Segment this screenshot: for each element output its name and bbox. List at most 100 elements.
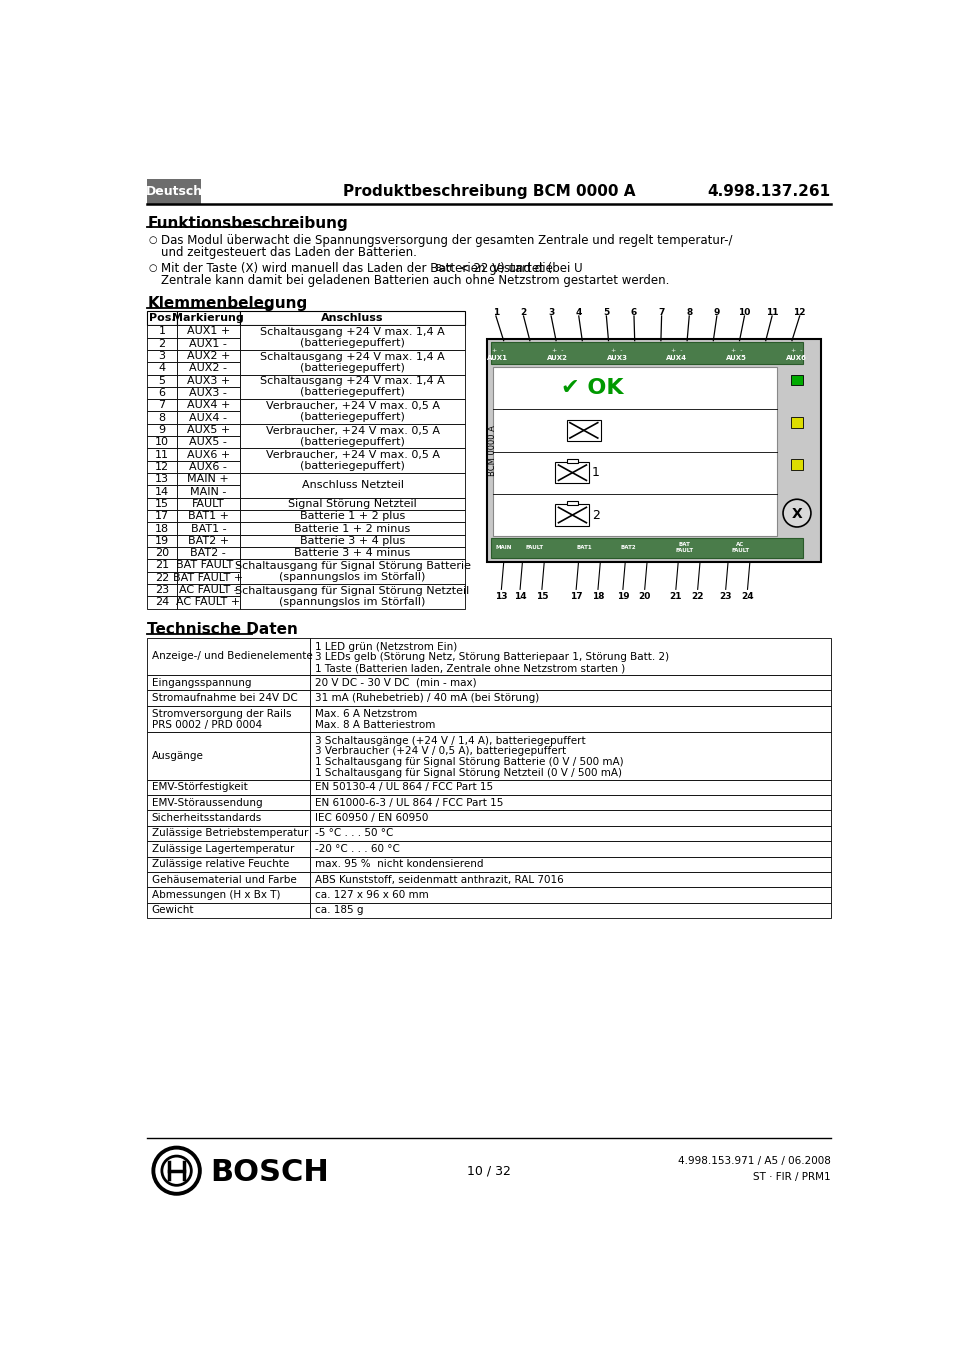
Bar <box>176 571 240 585</box>
Text: Batt: Batt <box>435 265 453 274</box>
Text: 23: 23 <box>719 591 731 601</box>
Text: Deutsch: Deutsch <box>146 185 203 197</box>
Text: Batterie 3 + 4 plus: Batterie 3 + 4 plus <box>299 536 405 545</box>
Text: AC FAULT -: AC FAULT - <box>179 585 237 595</box>
Bar <box>147 856 310 872</box>
Text: 1 Schaltausgang für Signal Störung Batterie (0 V / 500 mA): 1 Schaltausgang für Signal Störung Batte… <box>314 757 622 767</box>
Text: (batteriegepuffert): (batteriegepuffert) <box>300 462 404 471</box>
Text: 18: 18 <box>591 591 603 601</box>
Text: AUX4: AUX4 <box>666 355 687 360</box>
Bar <box>176 448 240 460</box>
Bar <box>555 462 589 483</box>
Text: ca. 127 x 96 x 60 mm: ca. 127 x 96 x 60 mm <box>314 890 428 900</box>
Bar <box>310 810 830 826</box>
Bar <box>240 510 464 522</box>
Text: 10: 10 <box>154 437 169 447</box>
Text: 2: 2 <box>158 339 165 348</box>
Text: MAIN: MAIN <box>495 545 512 551</box>
Text: Sicherheitsstandards: Sicherheitsstandards <box>152 813 262 823</box>
Bar <box>240 498 464 510</box>
Bar <box>147 498 176 510</box>
Text: 9: 9 <box>158 425 165 435</box>
Text: BCM 0000 A: BCM 0000 A <box>488 425 497 477</box>
Bar <box>176 486 240 498</box>
Text: 1: 1 <box>493 308 498 317</box>
Text: AUX1: AUX1 <box>486 355 507 360</box>
Bar <box>240 312 464 325</box>
Bar <box>176 547 240 559</box>
Bar <box>176 436 240 448</box>
Bar <box>790 417 802 428</box>
Text: 1 Schaltausgang für Signal Störung Netzteil (0 V / 500 mA): 1 Schaltausgang für Signal Störung Netzt… <box>314 768 621 778</box>
Text: Verbraucher, +24 V max. 0,5 A: Verbraucher, +24 V max. 0,5 A <box>265 451 439 460</box>
Text: EN 50130-4 / UL 864 / FCC Part 15: EN 50130-4 / UL 864 / FCC Part 15 <box>314 782 492 792</box>
Bar <box>147 903 310 918</box>
Text: 6: 6 <box>158 387 165 398</box>
Text: (batteriegepuffert): (batteriegepuffert) <box>300 387 404 397</box>
Text: 24: 24 <box>154 598 169 608</box>
Text: AUX4 +: AUX4 + <box>187 401 230 410</box>
Text: 20: 20 <box>154 548 169 558</box>
Bar <box>566 420 600 441</box>
Text: (batteriegepuffert): (batteriegepuffert) <box>300 412 404 421</box>
Bar <box>790 374 802 385</box>
Bar <box>566 459 578 463</box>
Text: Eingangsspannung: Eingangsspannung <box>152 678 251 687</box>
Text: Schaltausgang +24 V max. 1,4 A: Schaltausgang +24 V max. 1,4 A <box>260 352 444 362</box>
Text: BAT
FAULT: BAT FAULT <box>675 543 693 554</box>
Text: -5 °C . . . 50 °C: -5 °C . . . 50 °C <box>314 829 393 838</box>
Text: ○: ○ <box>149 235 157 246</box>
Text: Ausgänge: Ausgänge <box>152 751 203 760</box>
Text: Gehäusematerial und Farbe: Gehäusematerial und Farbe <box>152 875 296 884</box>
Bar <box>790 502 802 513</box>
Bar <box>310 779 830 795</box>
Text: BAT1 -: BAT1 - <box>191 524 226 533</box>
Bar <box>176 412 240 424</box>
Text: AUX3 +: AUX3 + <box>187 375 230 386</box>
Bar <box>147 585 176 597</box>
Bar <box>147 312 176 325</box>
Bar <box>147 412 176 424</box>
Text: Verbraucher, +24 V max. 0,5 A: Verbraucher, +24 V max. 0,5 A <box>265 425 439 436</box>
Text: Batterie 3 + 4 minus: Batterie 3 + 4 minus <box>294 548 410 558</box>
Text: PRS 0002 / PRD 0004: PRS 0002 / PRD 0004 <box>152 721 262 730</box>
Text: 7: 7 <box>158 401 165 410</box>
Text: < 22 V) und die: < 22 V) und die <box>456 262 553 275</box>
Bar <box>147 706 310 732</box>
Bar <box>176 597 240 609</box>
Text: Max. 6 A Netzstrom: Max. 6 A Netzstrom <box>314 710 416 720</box>
Text: Schaltausgang +24 V max. 1,4 A: Schaltausgang +24 V max. 1,4 A <box>260 327 444 338</box>
Text: 21: 21 <box>154 560 169 571</box>
Text: AUX3: AUX3 <box>606 355 627 360</box>
Bar <box>310 872 830 887</box>
Text: AUX3 -: AUX3 - <box>190 387 227 398</box>
Text: 1 Taste (Batterien laden, Zentrale ohne Netzstrom starten ): 1 Taste (Batterien laden, Zentrale ohne … <box>314 663 624 674</box>
Text: IEC 60950 / EN 60950: IEC 60950 / EN 60950 <box>314 813 428 823</box>
Text: 7: 7 <box>658 308 664 317</box>
Text: Batterie 1 + 2 plus: Batterie 1 + 2 plus <box>299 512 405 521</box>
Bar <box>147 559 176 571</box>
Text: ABS Kunststoff, seidenmatt anthrazit, RAL 7016: ABS Kunststoff, seidenmatt anthrazit, RA… <box>314 875 562 884</box>
Bar <box>310 795 830 810</box>
Text: 4.998.153.971 / A5 / 06.2008: 4.998.153.971 / A5 / 06.2008 <box>678 1157 830 1166</box>
Bar <box>147 436 176 448</box>
Text: FAULT: FAULT <box>192 500 225 509</box>
Bar <box>147 510 176 522</box>
Bar <box>240 535 464 547</box>
Text: Abmessungen (H x Bx T): Abmessungen (H x Bx T) <box>152 890 280 900</box>
Text: 3 LEDs gelb (Störung Netz, Störung Batteriepaar 1, Störung Batt. 2): 3 LEDs gelb (Störung Netz, Störung Batte… <box>314 652 668 663</box>
Text: Pos.: Pos. <box>149 313 175 323</box>
Text: +  -: + - <box>671 348 682 354</box>
Text: BAT FAULT -: BAT FAULT - <box>175 560 240 571</box>
Text: 23: 23 <box>154 585 169 595</box>
Text: 8: 8 <box>158 413 165 423</box>
Bar <box>176 585 240 597</box>
Bar <box>176 338 240 350</box>
Text: 17: 17 <box>569 591 582 601</box>
Text: 2: 2 <box>519 308 526 317</box>
Bar <box>176 374 240 387</box>
Text: AC
FAULT: AC FAULT <box>731 543 749 554</box>
Bar <box>147 325 176 338</box>
Bar <box>176 424 240 436</box>
Text: AUX5 +: AUX5 + <box>187 425 230 435</box>
